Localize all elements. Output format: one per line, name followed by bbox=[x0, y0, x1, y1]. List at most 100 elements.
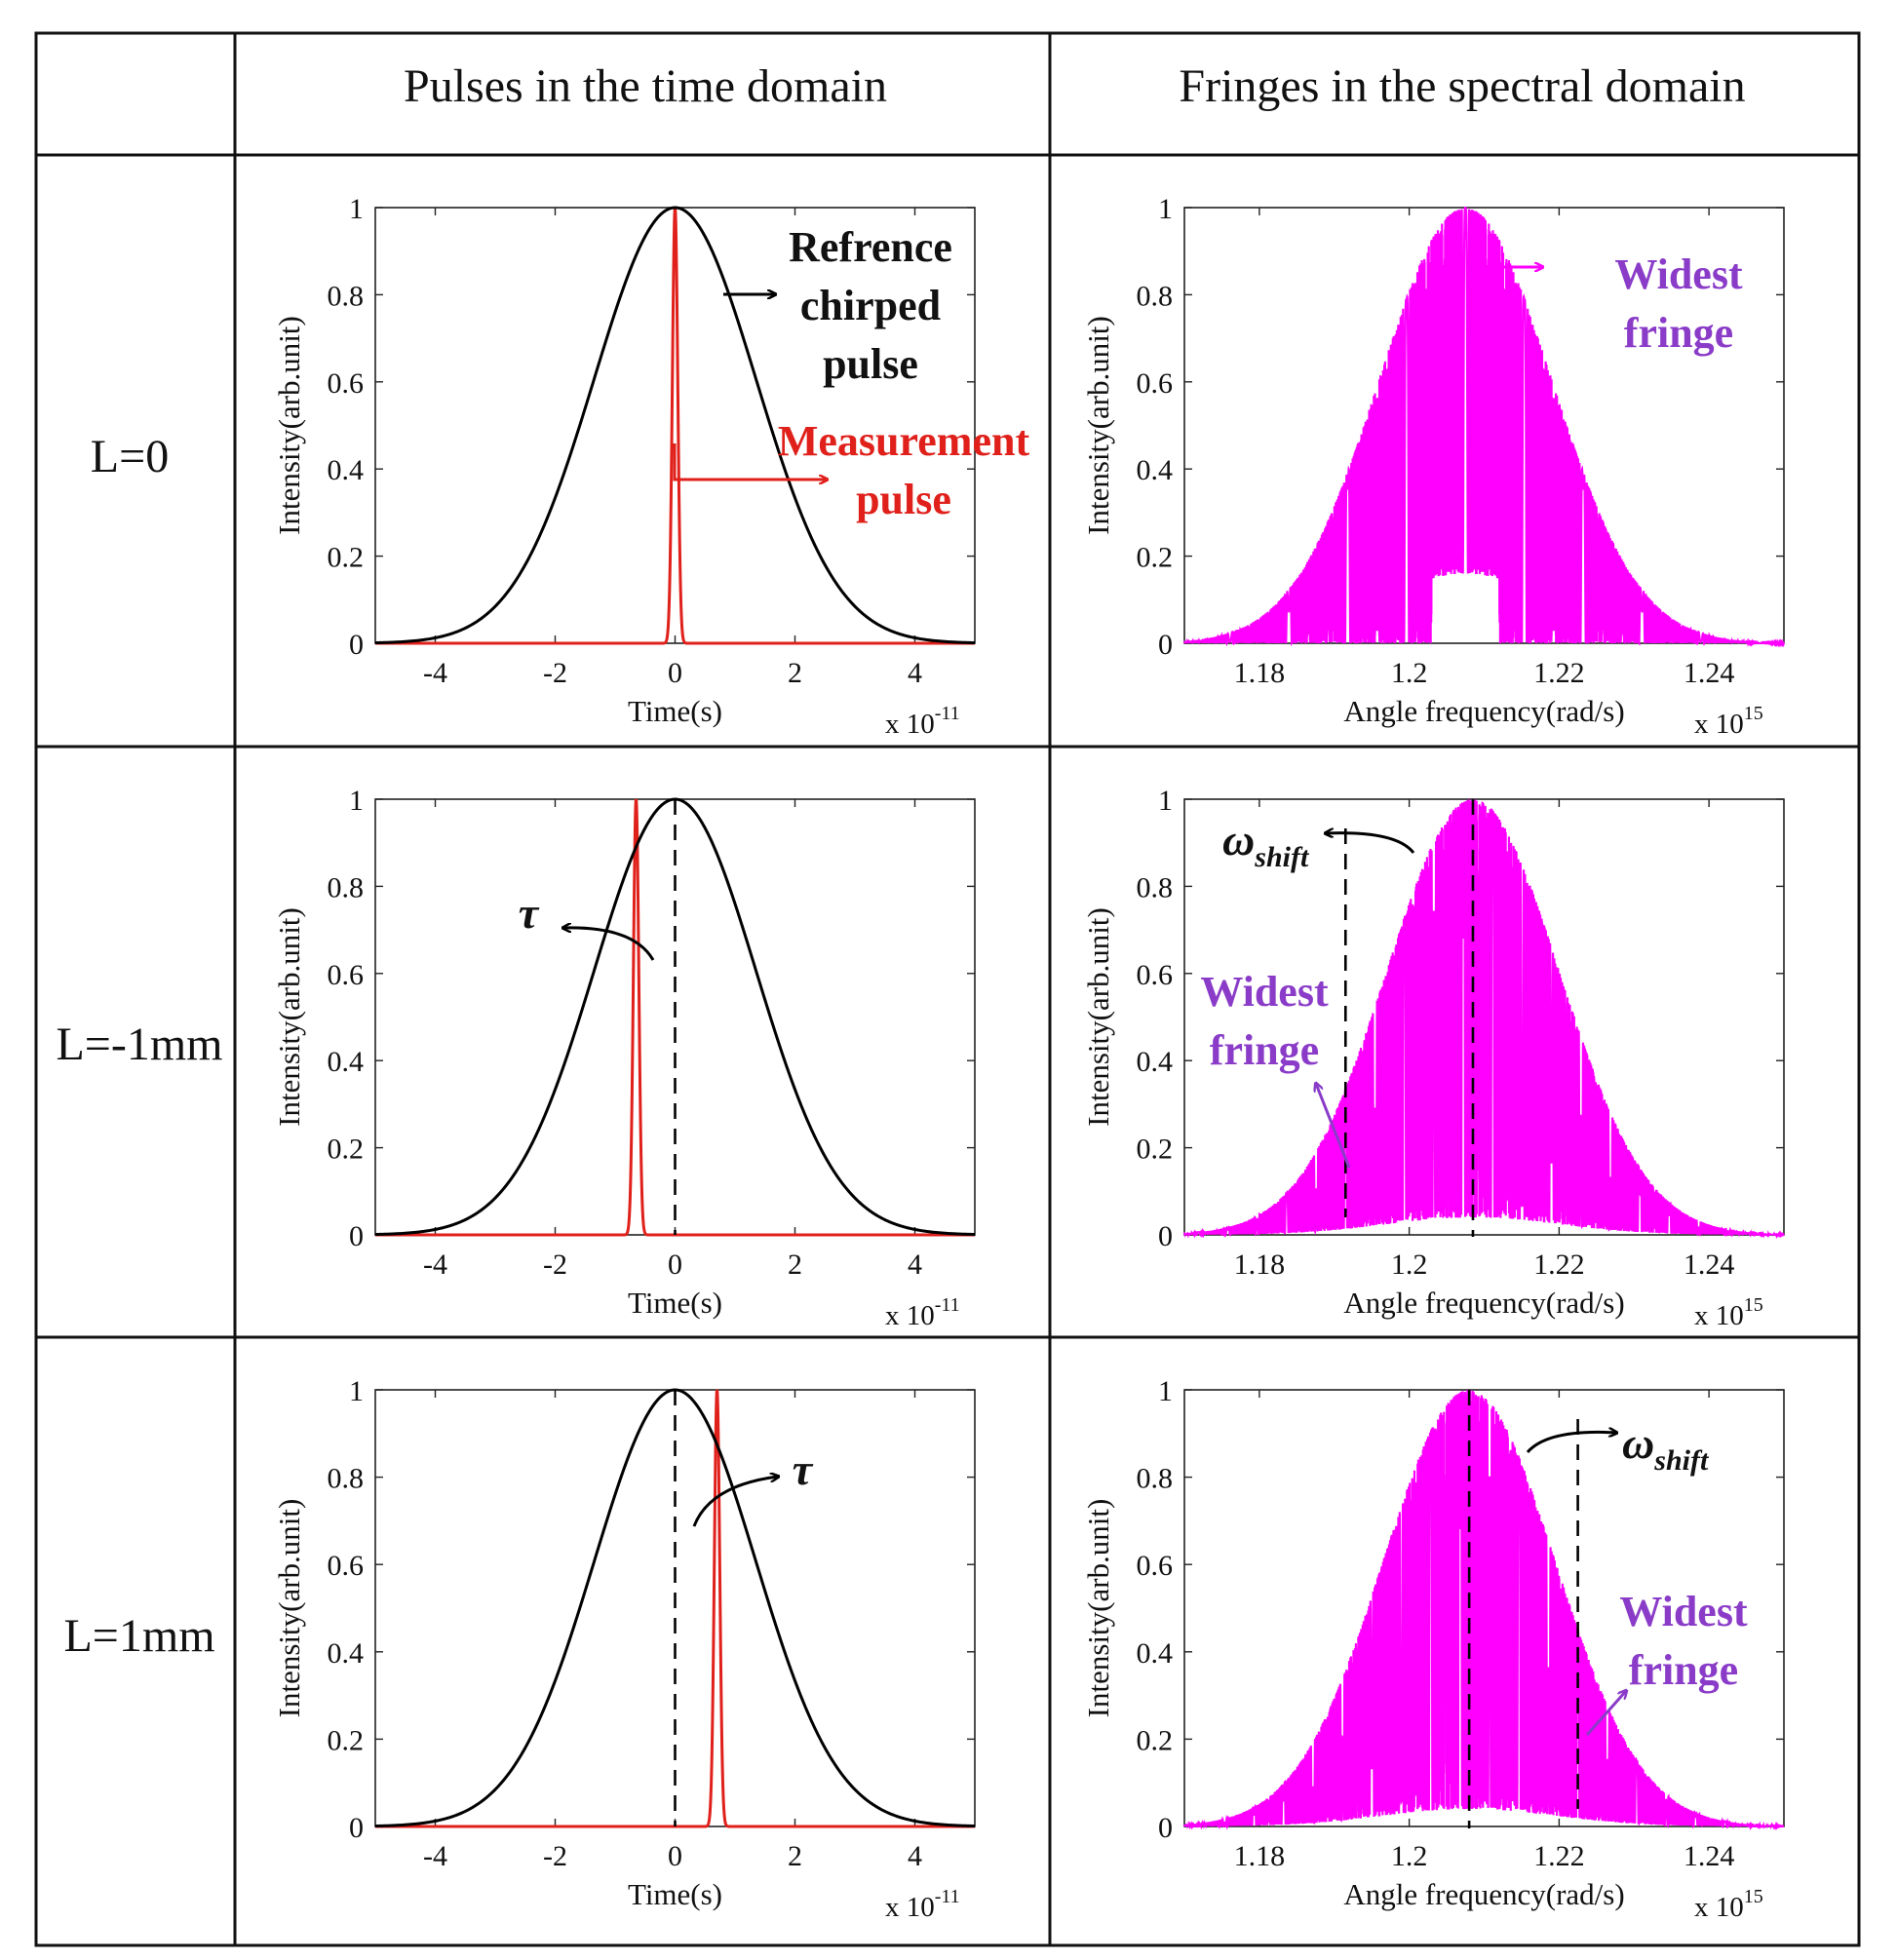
time-plot-ylabel: Intensity(arb.unit) bbox=[272, 907, 306, 1127]
time-plot-xlabel: Time(s) bbox=[628, 1877, 722, 1911]
spectral-plot-ytick-label: 1 bbox=[1158, 785, 1173, 817]
time-plot-ytick-label: 0.4 bbox=[328, 1637, 365, 1670]
widest-fringe-label-line1: Widest bbox=[1614, 250, 1743, 298]
spectral-plot-xlabel: Angle frequency(rad/s) bbox=[1343, 1877, 1624, 1911]
fringe-line bbox=[1182, 1390, 1785, 1831]
row-label-l1: L=1mm bbox=[63, 1610, 214, 1662]
spectral-plot-xtick-label: 1.18 bbox=[1234, 1840, 1286, 1872]
omega-symbol: ω bbox=[1222, 815, 1255, 865]
spectral-plot-row1: 1.18 1.2 1.22 1.24 0 0.2 0.4 0.6 0.8 1 Angle frequ… bbox=[1081, 193, 1785, 740]
tau-arrow-row3 bbox=[692, 1477, 778, 1527]
time-plot-xtick-label: 4 bbox=[908, 1249, 922, 1281]
reference-label-line2: chirped bbox=[800, 282, 941, 329]
reference-label-line1: Refrence bbox=[789, 223, 952, 271]
tau-label-row3: τ bbox=[793, 1444, 814, 1494]
time-plot-x-multiplier: x 10-11 bbox=[885, 703, 960, 740]
header-time-domain: Pulses in the time domain bbox=[404, 60, 887, 112]
spectral-plot-ytick-label: 0.6 bbox=[1137, 959, 1174, 991]
spectral-plot-xtick-label: 1.2 bbox=[1391, 1840, 1428, 1872]
header-spectral-domain: Fringes in the spectral domain bbox=[1179, 60, 1745, 112]
widest-fringe-label-row2-line2: fringe bbox=[1210, 1026, 1319, 1074]
time-plot-ytick-label: 1 bbox=[349, 785, 364, 817]
spectral-plot-ylabel: Intensity(arb.unit) bbox=[1081, 316, 1115, 535]
time-plot-ytick-label: 0.6 bbox=[328, 959, 365, 991]
time-plot-xtick-label: 2 bbox=[788, 1840, 802, 1872]
spectral-plot-xtick-label: 1.24 bbox=[1684, 1249, 1735, 1281]
spectral-plot-ytick-label: 0 bbox=[1158, 629, 1173, 661]
time-plot-ytick-label: 0.2 bbox=[328, 542, 365, 574]
measurement-arrow bbox=[673, 443, 827, 480]
time-plot-row2: -4 -2 0 2 4 0 0.2 0.4 0.6 0.8 1 Time(s) Intensity(ar… bbox=[272, 785, 976, 1331]
widest-fringe-arrow-row3 bbox=[1585, 1691, 1626, 1736]
omega-subscript: shift bbox=[1254, 841, 1310, 873]
fringe-line bbox=[1182, 206, 1785, 648]
time-plot-xtick-label: 0 bbox=[668, 657, 682, 689]
widest-fringe-label-row3-line2: fringe bbox=[1629, 1646, 1738, 1694]
time-plot-row1: -4 -2 0 2 4 0 0.2 0.4 0.6 0.8 1 Time(s) Intensity(ar… bbox=[272, 193, 976, 740]
spectral-plot-xtick-label: 1.18 bbox=[1234, 657, 1286, 689]
time-plot-ytick-label: 1 bbox=[349, 1375, 364, 1407]
spectral-plot-xtick-label: 1.22 bbox=[1533, 657, 1585, 689]
time-plot-row3: -4 -2 0 2 4 0 0.2 0.4 0.6 0.8 1 Time(s) Intensity(ar… bbox=[272, 1375, 976, 1923]
spectral-plot-ytick-label: 0.8 bbox=[1137, 280, 1174, 312]
spectral-plot-xtick-label: 1.22 bbox=[1533, 1249, 1585, 1281]
time-plot-xlabel: Time(s) bbox=[628, 694, 722, 728]
spectral-plot-ytick-label: 1 bbox=[1158, 1375, 1173, 1407]
spectral-plot-ylabel: Intensity(arb.unit) bbox=[1081, 1499, 1115, 1718]
time-plot-ytick-label: 0.8 bbox=[328, 280, 365, 312]
time-plot-xtick-label: 4 bbox=[908, 657, 922, 689]
spectral-plot-x-multiplier: x 1015 bbox=[1694, 703, 1763, 740]
time-plot-ytick-label: 0.8 bbox=[328, 1463, 365, 1495]
reference-label-line3: pulse bbox=[823, 340, 918, 388]
time-plot-ylabel: Intensity(arb.unit) bbox=[272, 1499, 306, 1718]
time-plot-ytick-label: 0 bbox=[349, 1220, 364, 1252]
spectral-plot-x-multiplier-exp: 15 bbox=[1744, 703, 1763, 724]
time-plot-x-multiplier-exp: -11 bbox=[935, 1294, 960, 1316]
spectral-plot-x-multiplier-exp: 15 bbox=[1744, 1294, 1763, 1316]
time-plot-ytick-label: 0.4 bbox=[328, 454, 365, 486]
time-plot-x-multiplier-exp: -11 bbox=[935, 1886, 960, 1907]
widest-fringe-label-line2: fringe bbox=[1624, 309, 1733, 357]
time-plot-xtick-label: -2 bbox=[543, 1249, 567, 1281]
spectral-plot-xtick-label: 1.24 bbox=[1684, 657, 1735, 689]
spectral-plot-ytick-label: 1 bbox=[1158, 193, 1173, 225]
time-plot-ytick-label: 1 bbox=[349, 193, 364, 225]
spectral-plot-axes-box bbox=[1183, 798, 1785, 1236]
time-plot-ytick-label: 0.4 bbox=[328, 1046, 365, 1078]
spectral-plot-ytick-label: 0.6 bbox=[1137, 1550, 1174, 1582]
time-plot-xtick-label: -2 bbox=[543, 1840, 567, 1872]
spectral-plot-ytick-label: 0.8 bbox=[1137, 1463, 1174, 1495]
spectral-plot-ytick-label: 0.4 bbox=[1137, 1637, 1174, 1670]
annotations-row2: τ ωshift Widest fringe bbox=[519, 815, 1415, 1169]
time-plot-ytick-label: 0.2 bbox=[328, 1724, 365, 1756]
time-plot-xtick-label: -2 bbox=[543, 657, 567, 689]
annotations-row3: τ ωshift Widest fringe bbox=[692, 1418, 1748, 1736]
widest-fringe-arrow-row2 bbox=[1316, 1084, 1351, 1169]
omega-label-row3: ωshift bbox=[1622, 1418, 1710, 1477]
spectral-plot-ytick-label: 0.2 bbox=[1137, 1724, 1174, 1756]
row-label-l0: L=0 bbox=[91, 431, 169, 482]
spectral-plot-ytick-label: 0.2 bbox=[1137, 1134, 1174, 1166]
spectral-plot-row2: 1.18 1.2 1.22 1.24 0 0.2 0.4 0.6 0.8 1 Angle frequ… bbox=[1081, 785, 1785, 1331]
time-plot-xtick-label: 0 bbox=[668, 1249, 682, 1281]
spectral-plot-xtick-label: 1.2 bbox=[1391, 1249, 1428, 1281]
spectral-plot-xtick-label: 1.2 bbox=[1391, 657, 1428, 689]
widest-fringe-label-row2-line1: Widest bbox=[1200, 968, 1329, 1016]
spectral-plot-ytick-label: 0 bbox=[1158, 1812, 1173, 1844]
time-plot-xtick-label: 2 bbox=[788, 657, 802, 689]
omega-arrow-row2 bbox=[1326, 833, 1415, 854]
spectral-plot-x-multiplier: x 1015 bbox=[1694, 1886, 1763, 1923]
spectral-plot-x-multiplier-exp: 15 bbox=[1744, 1886, 1763, 1907]
time-plot-xtick-label: 0 bbox=[668, 1840, 682, 1872]
time-plot-xlabel: Time(s) bbox=[628, 1286, 722, 1320]
fringe-line bbox=[1182, 799, 1785, 1240]
time-plot-xtick-label: -4 bbox=[423, 1840, 447, 1872]
time-plot-ytick-label: 0 bbox=[349, 1812, 364, 1844]
spectral-plot-ytick-label: 0.4 bbox=[1137, 1046, 1174, 1078]
widest-fringe-label-row3-line1: Widest bbox=[1619, 1588, 1748, 1635]
spectral-plot-ytick-label: 0.2 bbox=[1137, 542, 1174, 574]
spectral-plot-xtick-label: 1.18 bbox=[1234, 1249, 1286, 1281]
spectral-plot-axes-box bbox=[1183, 1389, 1785, 1827]
time-plot-ytick-label: 0.8 bbox=[328, 871, 365, 903]
